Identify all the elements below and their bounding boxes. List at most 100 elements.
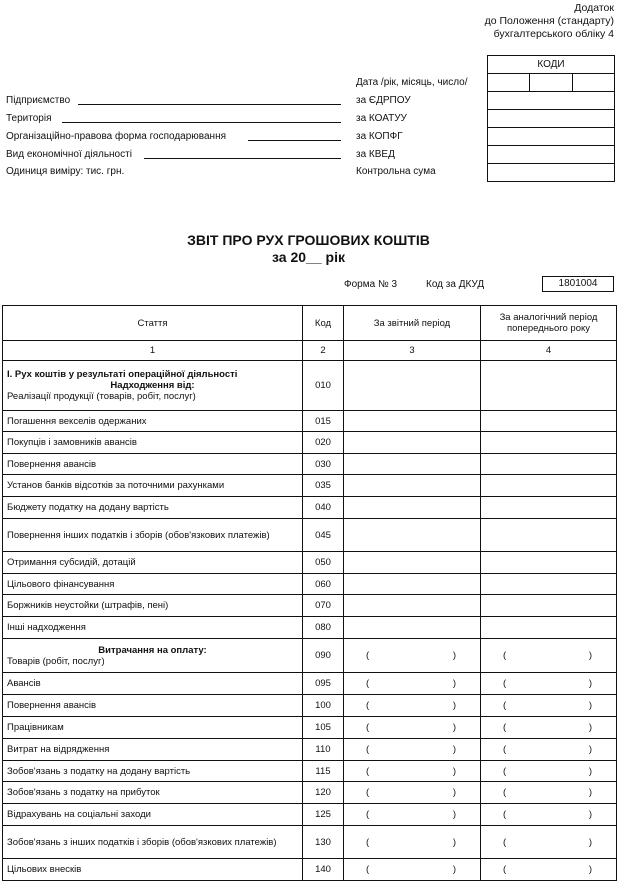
paren-close: ): [588, 722, 592, 733]
current-period-cell[interactable]: (): [343, 672, 481, 695]
date-month-cell[interactable]: [529, 73, 573, 92]
current-period-cell[interactable]: (): [343, 738, 481, 761]
previous-period-cell[interactable]: (): [480, 781, 617, 804]
current-period-cell[interactable]: [343, 518, 481, 552]
current-period-cell[interactable]: [343, 410, 481, 432]
previous-period-cell[interactable]: (): [480, 716, 617, 739]
current-period-cell[interactable]: [343, 551, 481, 574]
previous-period-cell[interactable]: [480, 573, 617, 595]
current-period-cell[interactable]: (): [343, 716, 481, 739]
current-period-cell[interactable]: [343, 594, 481, 617]
table-row: Працівникам 105()(): [2, 716, 617, 739]
current-period-cell[interactable]: (): [343, 825, 481, 859]
previous-period-cell[interactable]: [480, 551, 617, 574]
table-row: Авансів 095()(): [2, 672, 617, 695]
current-period-cell[interactable]: [343, 431, 481, 454]
current-period-cell[interactable]: [343, 573, 481, 595]
paren-open: (: [503, 722, 507, 733]
row-code: 060: [302, 573, 344, 595]
paren-close: ): [588, 678, 592, 689]
row-code: 125: [302, 803, 344, 826]
paren-close: ): [588, 700, 592, 711]
previous-period-cell[interactable]: [480, 518, 617, 552]
row-code: 010: [302, 360, 344, 411]
previous-period-cell[interactable]: [480, 360, 617, 411]
dkud-label: Код за ДКУД: [426, 279, 485, 290]
previous-period-cell[interactable]: (): [480, 760, 617, 782]
row-label: Покупців і замовників авансів: [2, 431, 303, 454]
activity-field[interactable]: [144, 158, 341, 159]
current-period-cell[interactable]: (): [343, 781, 481, 804]
paren-close: ): [452, 787, 456, 798]
row-label: Повернення авансів: [2, 694, 303, 717]
previous-period-cell[interactable]: [480, 474, 617, 497]
previous-period-cell[interactable]: [480, 410, 617, 432]
paren-close: ): [452, 700, 456, 711]
previous-period-cell[interactable]: [480, 594, 617, 617]
table-row: І. Рух коштів у результаті операційної д…: [2, 360, 617, 411]
edrpou-cell[interactable]: [487, 91, 615, 110]
territory-field[interactable]: [62, 122, 341, 123]
date-day-cell[interactable]: [571, 73, 616, 92]
col-index: 4: [480, 340, 617, 361]
paren-open: (: [366, 864, 370, 875]
paren-open: (: [503, 744, 507, 755]
previous-period-cell[interactable]: (): [480, 825, 617, 859]
table-row: Отримання субсидій, дотацій 050: [2, 551, 617, 574]
previous-period-cell[interactable]: (): [480, 803, 617, 826]
table-row: Зобов'язань з податку на додану вартість…: [2, 760, 617, 782]
row-label-text: Витрат на відрядження: [7, 744, 110, 755]
row-label-text: Працівникам: [7, 722, 64, 733]
paren-close: ): [588, 809, 592, 820]
paren-open: (: [366, 678, 370, 689]
row-label-text: Зобов'язань з податку на прибуток: [7, 787, 160, 798]
row-label: І. Рух коштів у результаті операційної д…: [2, 360, 303, 411]
current-period-cell[interactable]: [343, 453, 481, 475]
row-code: 115: [302, 760, 344, 782]
row-code: 140: [302, 858, 344, 881]
date-year-cell[interactable]: [486, 73, 531, 92]
current-period-cell[interactable]: [343, 474, 481, 497]
row-label-text: Покупців і замовників авансів: [7, 437, 137, 448]
previous-period-cell[interactable]: [480, 496, 617, 519]
current-period-cell[interactable]: [343, 616, 481, 639]
table-row: Зобов'язань з податку на прибуток 120()(): [2, 781, 617, 804]
enterprise-field[interactable]: [78, 104, 341, 105]
row-code: 120: [302, 781, 344, 804]
row-label: Боржників неустойки (штрафів, пені): [2, 594, 303, 617]
paren-close: ): [452, 650, 456, 661]
current-period-cell[interactable]: (): [343, 760, 481, 782]
current-period-cell[interactable]: (): [343, 638, 481, 673]
paren-open: (: [366, 700, 370, 711]
kved-label: за КВЕД: [356, 149, 395, 160]
current-period-cell[interactable]: (): [343, 694, 481, 717]
previous-period-cell[interactable]: (): [480, 858, 617, 881]
annex-line: Додаток: [574, 2, 614, 14]
table-row: Цільових внесків 140()(): [2, 858, 617, 881]
previous-period-cell[interactable]: (): [480, 738, 617, 761]
koatuu-cell[interactable]: [487, 109, 615, 128]
legal-form-field[interactable]: [248, 140, 341, 141]
previous-period-cell[interactable]: (): [480, 638, 617, 673]
previous-period-cell[interactable]: [480, 453, 617, 475]
kved-cell[interactable]: [487, 145, 615, 164]
paren-open: (: [503, 836, 507, 848]
paren-close: ): [588, 744, 592, 755]
kopfg-cell[interactable]: [487, 127, 615, 146]
checksum-label: Контрольна сума: [356, 166, 436, 177]
current-period-cell[interactable]: (): [343, 803, 481, 826]
checksum-cell[interactable]: [487, 163, 615, 182]
previous-period-cell[interactable]: [480, 431, 617, 454]
row-label-text: Цільових внесків: [7, 864, 82, 875]
previous-period-cell[interactable]: (): [480, 672, 617, 695]
paren-open: (: [503, 650, 507, 661]
table-row: Покупців і замовників авансів 020: [2, 431, 617, 454]
current-period-cell[interactable]: [343, 496, 481, 519]
previous-period-cell[interactable]: (): [480, 694, 617, 717]
current-period-cell[interactable]: (): [343, 858, 481, 881]
edrpou-label: за ЄДРПОУ: [356, 95, 411, 106]
current-period-cell[interactable]: [343, 360, 481, 411]
row-label-text: Повернення авансів: [7, 700, 97, 711]
row-label: Зобов'язань з інших податків і зборів (о…: [2, 825, 303, 859]
previous-period-cell[interactable]: [480, 616, 617, 639]
